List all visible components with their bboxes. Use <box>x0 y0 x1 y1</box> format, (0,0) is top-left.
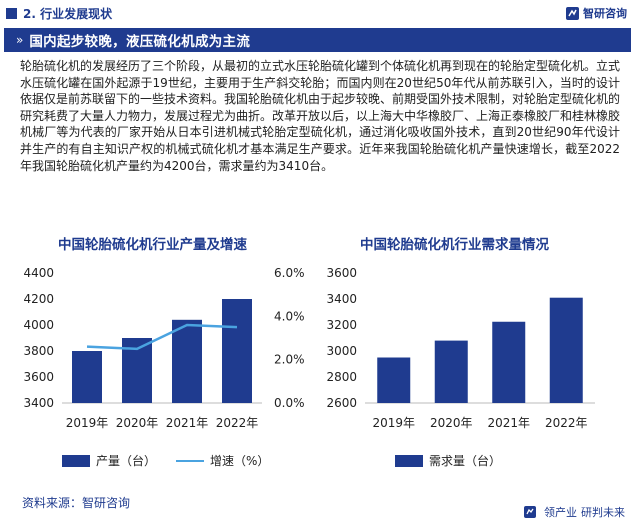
chart-title-production: 中国轮胎硫化机行业产量及增速 <box>58 237 247 253</box>
double-chevron-icon: » <box>16 33 24 47</box>
body-paragraph: 轮胎硫化机的发展经历了三个阶段，从最初的立式水压轮胎硫化罐到个体硫化机再到现在的… <box>20 59 621 173</box>
demand-bar <box>434 340 468 403</box>
brand-logo-icon <box>566 6 579 20</box>
y-tick-label: 3400 <box>23 396 54 410</box>
legend-demand: 需求量（台） <box>395 452 501 469</box>
y-tick-label: 4400 <box>23 266 54 280</box>
footer-slogan-2: 研判未来 <box>581 506 625 519</box>
section-header: 2. 行业发展现状 <box>0 0 635 26</box>
y-tick-label: 4000 <box>23 318 54 332</box>
y2-tick-label: 4.0% <box>274 309 305 323</box>
brand: 智研咨询 <box>566 5 627 21</box>
demand-bar <box>549 297 583 403</box>
legend-growth-label: 增速（%） <box>210 454 270 468</box>
x-tick-label: 2021年 <box>166 416 209 430</box>
chart-title-demand: 中国轮胎硫化机行业需求量情况 <box>360 237 549 253</box>
production-bar <box>172 319 202 403</box>
x-tick-label: 2020年 <box>430 416 473 430</box>
y2-tick-label: 6.0% <box>274 266 305 280</box>
banner-title: 国内起步较晚，液压硫化机成为主流 <box>29 34 251 50</box>
x-tick-label: 2019年 <box>66 416 109 430</box>
x-tick-label: 2019年 <box>372 416 415 430</box>
y-tick-label: 3600 <box>23 370 54 384</box>
legend-production-label: 产量（台） <box>96 454 157 468</box>
x-tick-label: 2022年 <box>216 416 259 430</box>
legend-bar-swatch <box>395 454 423 467</box>
x-tick-label: 2020年 <box>116 416 159 430</box>
footer-logo-icon <box>524 506 536 518</box>
section-title: 2. 行业发展现状 <box>23 6 113 21</box>
footer-slogan-1: 领产业 <box>544 506 577 519</box>
data-source: 资料来源：智研咨询 <box>22 496 131 510</box>
section-bullet-icon <box>6 7 17 19</box>
legend-bar-swatch <box>62 454 90 467</box>
y-tick-label: 3800 <box>23 344 54 358</box>
y-tick-label: 3000 <box>326 344 357 358</box>
y2-tick-label: 0.0% <box>274 396 305 410</box>
legend-demand-label: 需求量（台） <box>429 454 502 468</box>
y-tick-label: 2800 <box>326 370 357 384</box>
production-growth-chart: 3400 3600 3800 4000 4200 4400 0.0% 2.0% 4.0% 6.0%… <box>23 266 305 430</box>
brand-name: 智研咨询 <box>583 7 627 20</box>
production-bar <box>72 351 102 403</box>
growth-line <box>86 323 238 351</box>
legend-line-swatch <box>176 459 204 462</box>
demand-bar <box>377 357 411 403</box>
x-tick-label: 2021年 <box>487 416 530 430</box>
y-tick-label: 3200 <box>326 318 357 332</box>
topic-banner: » 国内起步较晚，液压硫化机成为主流 <box>4 28 631 52</box>
demand-bar <box>492 321 526 403</box>
legend-growth: 增速（%） <box>176 452 269 469</box>
y-tick-label: 4200 <box>23 292 54 306</box>
production-bar <box>222 299 252 403</box>
y-tick-label: 2600 <box>326 396 357 410</box>
y-tick-label: 3600 <box>326 266 357 280</box>
demand-chart: 2600 2800 3000 3200 3400 3600 2019年 2020年 2021年 2… <box>326 266 595 430</box>
y-tick-label: 3400 <box>326 292 357 306</box>
legend-production: 产量（台） <box>62 452 156 469</box>
x-tick-label: 2022年 <box>545 416 588 430</box>
footer-slogan: 领产业 研判未来 <box>524 504 625 520</box>
y2-tick-label: 2.0% <box>274 353 305 367</box>
